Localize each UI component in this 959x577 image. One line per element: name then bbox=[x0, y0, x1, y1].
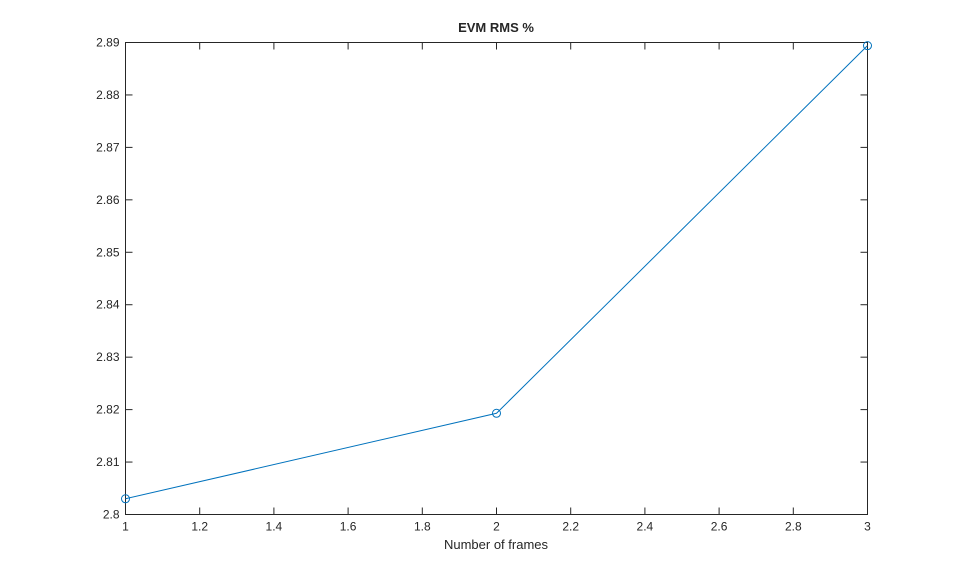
y-tick-label: 2.8 bbox=[103, 508, 120, 522]
data-marker bbox=[492, 408, 501, 418]
x-tick-label: 1.2 bbox=[191, 520, 208, 534]
x-axis-label: Number of frames bbox=[444, 537, 549, 552]
y-tick-label: 2.82 bbox=[96, 403, 120, 417]
x-tick-label: 2 bbox=[493, 520, 500, 534]
y-tick-label: 2.89 bbox=[96, 36, 120, 50]
x-tick-label: 1.8 bbox=[414, 520, 431, 534]
y-tick-label: 2.86 bbox=[96, 193, 120, 207]
data-line bbox=[125, 45, 868, 500]
x-tick-label: 2.2 bbox=[562, 520, 579, 534]
x-tick-label: 1 bbox=[122, 520, 129, 534]
chart-title: EVM RMS % bbox=[458, 20, 534, 35]
y-tick-label: 2.81 bbox=[96, 455, 120, 469]
y-tick-label: 2.83 bbox=[96, 350, 120, 364]
x-tick-label: 1.4 bbox=[266, 520, 283, 534]
data-marker bbox=[121, 494, 130, 504]
y-tick-label: 2.84 bbox=[96, 298, 120, 312]
x-tick-label: 2.4 bbox=[637, 520, 654, 534]
x-tick-label: 1.6 bbox=[340, 520, 357, 534]
x-tick-label: 2.6 bbox=[711, 520, 728, 534]
x-tick-label: 3 bbox=[864, 520, 871, 534]
data-marker bbox=[863, 41, 872, 51]
axes-box bbox=[125, 42, 868, 515]
y-tick-label: 2.85 bbox=[96, 245, 120, 259]
y-tick-label: 2.88 bbox=[96, 88, 120, 102]
y-tick-label: 2.87 bbox=[96, 140, 120, 154]
x-tick-label: 2.8 bbox=[785, 520, 802, 534]
